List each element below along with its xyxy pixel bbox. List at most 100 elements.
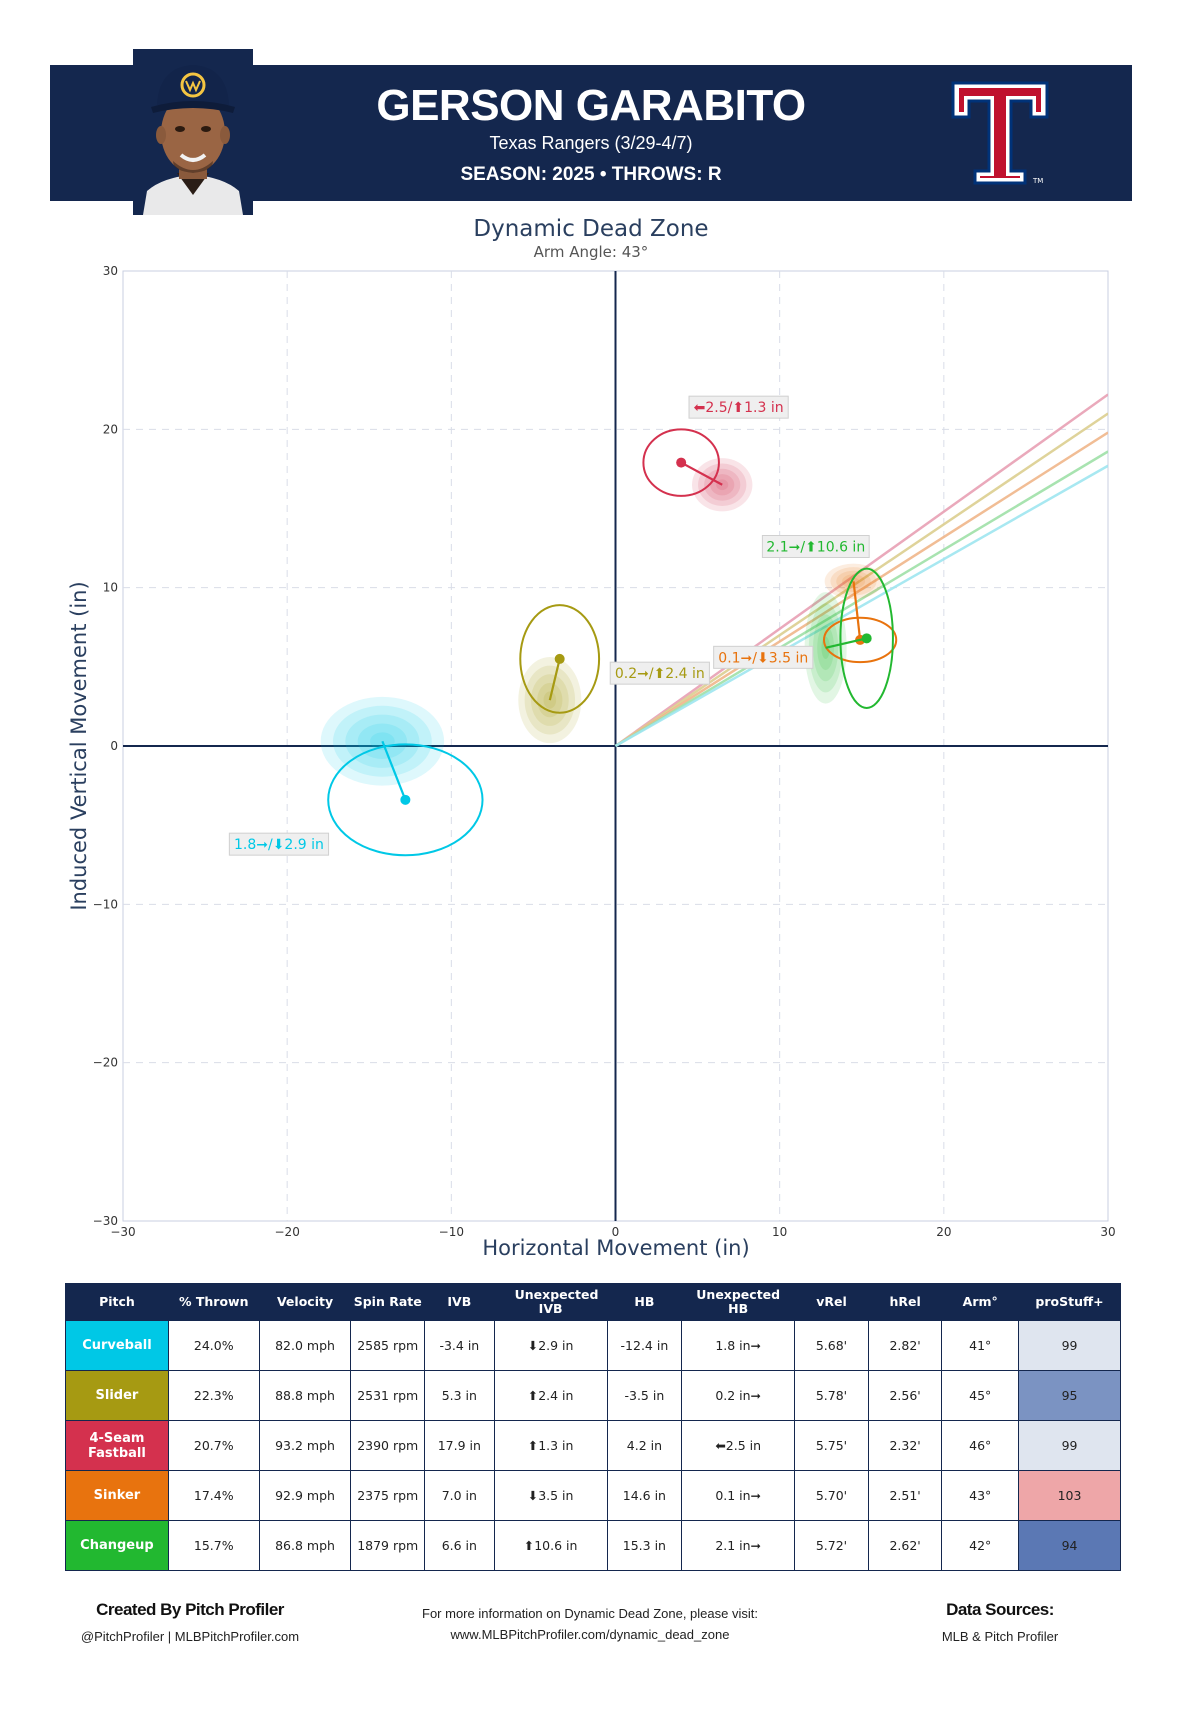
- column-header: Spin Rate: [350, 1283, 426, 1321]
- x-tick-label: −10: [439, 1225, 464, 1239]
- y-tick-label: 10: [103, 581, 118, 595]
- prostuff-cell: 94: [1018, 1520, 1121, 1571]
- footer-credit: Created By Pitch Profiler @PitchProfiler…: [60, 1600, 320, 1644]
- movement-connector: [381, 740, 407, 801]
- density-contour: [524, 665, 576, 735]
- table-cell: 2.1 in➞: [681, 1520, 796, 1571]
- table-cell: 0.1 in➞: [681, 1470, 796, 1521]
- team-line: Texas Rangers (3/29-4/7): [489, 133, 693, 153]
- table-cell: 41°: [941, 1320, 1020, 1371]
- density-contour: [518, 657, 582, 744]
- pitch-name-cell: Changeup: [65, 1520, 169, 1571]
- label-box: [761, 535, 870, 558]
- pitch-name-cell: 4-Seam Fastball: [65, 1420, 169, 1471]
- pitch-ellipse: [327, 743, 484, 857]
- footer-info-link[interactable]: www.MLBPitchProfiler.com/dynamic_dead_zo…: [450, 1627, 730, 1642]
- table-cell: 5.70': [794, 1470, 869, 1521]
- footer-sources: Data Sources: MLB & Pitch Profiler: [890, 1600, 1110, 1644]
- table-cell: 5.78': [794, 1370, 869, 1421]
- table-cell: 42°: [941, 1520, 1020, 1571]
- movement-connector: [680, 461, 723, 486]
- footer-sources-title: Data Sources:: [946, 1600, 1054, 1619]
- movement-diff-label: 0.2➞/⬆2.4 in: [615, 666, 705, 682]
- prostuff-cell: 95: [1018, 1370, 1121, 1421]
- table-cell: 0.2 in➞: [681, 1370, 796, 1421]
- table-cell: 45°: [941, 1370, 1020, 1421]
- table-cell: ⬆2.4 in: [493, 1370, 608, 1421]
- player-headshot: [133, 49, 253, 215]
- movement-diff-label: 0.1➞/⬇3.5 in: [718, 650, 808, 666]
- footer-credit-links[interactable]: @PitchProfiler | MLBPitchProfiler.com: [80, 1629, 300, 1644]
- column-header: Velocity: [258, 1283, 352, 1321]
- y-tick-label: −30: [93, 1214, 118, 1228]
- y-tick-label: −20: [93, 1056, 118, 1070]
- pitch-point: [861, 633, 872, 644]
- table-cell: 2.62': [867, 1520, 943, 1571]
- x-tick-label: −20: [275, 1225, 300, 1239]
- table-cell: 5.75': [794, 1420, 869, 1471]
- table-cell: 2.32': [867, 1420, 943, 1471]
- rangers-logo-icon: TM: [951, 81, 1049, 185]
- column-header: Unexpected IVB: [493, 1283, 608, 1321]
- column-header: Arm°: [941, 1283, 1020, 1321]
- x-tick-label: −30: [110, 1225, 135, 1239]
- table-cell: 6.6 in: [424, 1520, 495, 1571]
- movement-connector: [852, 581, 862, 641]
- pitch-point: [554, 653, 565, 664]
- pitch-metrics-table: Pitch % Thrown Velocity Spin Rate IVB Un…: [65, 1283, 1121, 1571]
- table-cell: 14.6 in: [606, 1470, 683, 1521]
- table-cell: -3.4 in: [424, 1320, 495, 1371]
- table-row: 4-Seam Fastball 20.7% 93.2 mph 2390 rpm 17.9…: [65, 1420, 1121, 1471]
- table-row: Sinker 17.4% 92.9 mph 2375 rpm 7.0 in ⬇3.5 in…: [65, 1470, 1121, 1521]
- arm-angle-line: [614, 431, 1108, 748]
- y-tick-label: 20: [103, 422, 118, 436]
- table-cell: 93.2 mph: [258, 1420, 352, 1471]
- prostuff-cell: 99: [1018, 1320, 1121, 1371]
- table-cell: -12.4 in: [606, 1320, 683, 1371]
- table-row: Curveball 24.0% 82.0 mph 2585 rpm -3.4 in ⬇2.…: [65, 1320, 1121, 1371]
- table-header-row: Pitch % Thrown Velocity Spin Rate IVB Un…: [65, 1283, 1121, 1321]
- arm-angle-line: [614, 464, 1108, 748]
- season-line: SEASON: 2025 • THROWS: R: [460, 164, 722, 185]
- column-header: hRel: [867, 1283, 943, 1321]
- movement-diff-label: 2.1➞/⬆10.6 in: [766, 540, 865, 556]
- table-cell: ⬆1.3 in: [493, 1420, 608, 1471]
- table-cell: 46°: [941, 1420, 1020, 1471]
- table-cell: -3.5 in: [606, 1370, 683, 1421]
- footer-info-text: For more information on Dynamic Dead Zon…: [422, 1606, 758, 1621]
- table-cell: 15.3 in: [606, 1520, 683, 1571]
- pitch-ellipse: [519, 604, 601, 714]
- column-header: HB: [606, 1283, 683, 1321]
- footer-credit-title: Created By Pitch Profiler: [96, 1600, 284, 1619]
- table-cell: 82.0 mph: [258, 1320, 352, 1371]
- player-name: GERSON GARABITO: [376, 81, 806, 130]
- table-cell: 1879 rpm: [350, 1520, 426, 1571]
- x-tick-label: 10: [772, 1225, 787, 1239]
- chart-title: Dynamic Dead Zone: [473, 216, 708, 242]
- table-cell: 17.4%: [167, 1470, 260, 1521]
- prostuff-cell: 103: [1018, 1470, 1121, 1521]
- pitch-name-cell: Curveball: [65, 1320, 169, 1371]
- table-cell: 2.82': [867, 1320, 943, 1371]
- x-tick-label: 0: [612, 1225, 620, 1239]
- x-tick-label: 30: [1100, 1225, 1115, 1239]
- table-cell: 2375 rpm: [350, 1470, 426, 1521]
- density-contour: [710, 474, 735, 496]
- pitch-ellipse: [822, 616, 898, 664]
- table-cell: 88.8 mph: [258, 1370, 352, 1421]
- header-banner: GERSON GARABITO Texas Rangers (3/29-4/7)…: [50, 49, 1132, 215]
- pitch-name-cell: Sinker: [65, 1470, 169, 1521]
- label-box: [688, 395, 789, 419]
- table-cell: ⬇2.9 in: [493, 1320, 608, 1371]
- chart-subtitle: Arm Angle: 43°: [534, 243, 649, 261]
- table-cell: 2.56': [867, 1370, 943, 1421]
- prostuff-cell: 99: [1018, 1420, 1121, 1471]
- y-tick-label: −10: [93, 897, 118, 911]
- pitch-ellipse: [839, 567, 894, 710]
- table-cell: 92.9 mph: [258, 1470, 352, 1521]
- column-header: proStuff+: [1018, 1283, 1121, 1321]
- table-cell: ⬇3.5 in: [493, 1470, 608, 1521]
- x-axis-label: Horizontal Movement (in): [482, 1236, 749, 1260]
- table-cell: 4.2 in: [606, 1420, 683, 1471]
- table-cell: 15.7%: [167, 1520, 260, 1571]
